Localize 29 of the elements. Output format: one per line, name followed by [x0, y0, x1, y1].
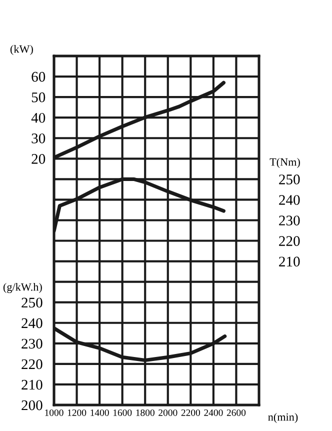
- x-tick-label: 2200: [181, 409, 200, 416]
- x-tick-label: 1600: [113, 409, 132, 416]
- y-tick-label: 20: [32, 154, 46, 164]
- x-tick-label: 2600: [226, 409, 246, 416]
- y3-axis-title: (g/kW.h): [3, 282, 42, 294]
- y3-tick-label: 230: [22, 338, 42, 349]
- x-axis-title: n(min): [268, 412, 298, 424]
- y2-tick-label: 210: [279, 256, 300, 266]
- y2-tick-label: 250: [279, 174, 300, 184]
- y3-tick-label: 210: [22, 380, 42, 390]
- y3-tick-label: 240: [22, 318, 42, 328]
- x-tick-label: 1800: [136, 409, 154, 416]
- y-tick-label: 60: [32, 72, 46, 82]
- y-tick-label: 50: [32, 92, 46, 102]
- y2-tick-label: 220: [279, 236, 300, 246]
- y-tick-label: 30: [32, 133, 46, 144]
- x-tick-label: 1400: [90, 409, 109, 416]
- y3-tick-label: 200: [22, 400, 42, 410]
- x-tick-label: 2000: [158, 409, 178, 416]
- y3-tick-label: 250: [22, 298, 42, 308]
- x-tick-label: 1200: [68, 409, 86, 416]
- x-tick-label: 2400: [204, 409, 223, 416]
- y-axis-title: (kW): [10, 44, 33, 56]
- y2-tick-label: 240: [279, 195, 300, 205]
- y-tick-label: 40: [31, 112, 46, 123]
- y2-tick-label: 230: [279, 216, 300, 226]
- x-tick-label: 1000: [45, 409, 64, 416]
- y2-axis-title: T(Nm): [270, 158, 300, 168]
- y3-tick-label: 220: [22, 359, 42, 370]
